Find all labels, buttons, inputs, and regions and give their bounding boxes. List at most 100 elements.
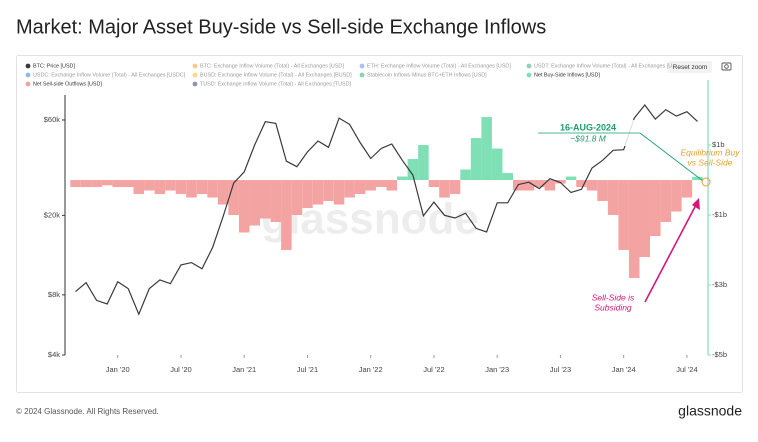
flow-bar <box>238 180 250 233</box>
flow-bar <box>460 169 471 181</box>
legend-label[interactable]: BTC: Exchange Inflow Volume (Total) - Al… <box>200 63 344 69</box>
legend-label[interactable]: ETH: Exchange Inflow Volume (Total) - Al… <box>367 63 511 69</box>
flow-bar <box>217 180 229 205</box>
legend-marker[interactable] <box>25 81 31 87</box>
annotation-value: ~$91.8 M <box>570 133 607 143</box>
flow-bar <box>112 180 123 188</box>
flow-bar <box>186 180 197 198</box>
annotation-subsiding: Sell-Side is <box>592 292 635 302</box>
flow-bar <box>586 180 598 191</box>
flow-bar <box>481 117 492 181</box>
flow-bar <box>639 180 651 258</box>
flow-bar <box>249 180 261 226</box>
legend-label[interactable]: Stablecoin Inflows Minus BTC+ETH Inflows… <box>367 72 487 78</box>
flow-bar <box>165 180 176 191</box>
annotation-leader <box>639 132 704 182</box>
legend-label[interactable]: USDT: Exchange Inflow Volume (Total) - A… <box>534 63 677 69</box>
legend-marker[interactable] <box>359 63 365 69</box>
flow-bar <box>228 180 239 216</box>
flow-bar <box>534 180 545 188</box>
flow-bar <box>354 180 366 195</box>
flow-bar <box>386 180 398 191</box>
flow-bar <box>681 180 693 198</box>
flow-bar <box>576 180 587 188</box>
flow-bar <box>565 176 577 181</box>
legend-marker[interactable] <box>192 72 198 78</box>
flow-bar <box>449 180 461 195</box>
x-tick-label: Jul '20 <box>170 365 191 374</box>
flow-bar <box>375 180 387 188</box>
flow-bar <box>555 180 566 184</box>
flow-bar <box>70 180 81 188</box>
flow-bar <box>597 180 608 202</box>
reset-zoom-button[interactable] <box>668 61 712 73</box>
legend-label[interactable]: Net Buy-Side Inflows [USD] <box>534 72 600 78</box>
reset-zoom-label[interactable]: Reset zoom <box>673 64 708 71</box>
x-tick-label: Jul '21 <box>297 365 318 374</box>
flow-bar <box>196 180 208 195</box>
chart-title: Market: Major Asset Buy-side vs Sell-sid… <box>16 16 546 38</box>
legend-marker[interactable] <box>359 72 365 78</box>
flow-bar <box>91 180 102 188</box>
y2-tick-label: $1b <box>712 140 725 149</box>
flow-bar <box>407 159 419 181</box>
x-tick-label: Jan '20 <box>106 365 130 374</box>
legend-marker[interactable] <box>25 72 31 78</box>
flow-bar <box>312 180 324 205</box>
flow-bar <box>122 180 134 188</box>
flow-bar <box>270 180 282 223</box>
legend-marker[interactable] <box>192 63 198 69</box>
flow-bar <box>133 180 145 195</box>
flow-bar <box>154 180 166 195</box>
legend-label[interactable]: TUSD: Exchange Inflow Volume (Total) - A… <box>200 81 351 87</box>
flow-bar <box>291 180 303 216</box>
legend-label[interactable]: BTC: Price [USD] <box>33 63 75 69</box>
x-tick-label: Jan '23 <box>485 365 509 374</box>
legend-marker[interactable] <box>526 72 532 78</box>
x-tick-label: Jul '22 <box>423 365 444 374</box>
price-line <box>75 104 698 316</box>
annotation-arrowhead <box>692 198 700 210</box>
flow-bar <box>281 180 292 251</box>
legend-label[interactable]: Net Sell-side Outflows [USD] <box>33 81 102 87</box>
flow-bar <box>418 145 429 181</box>
x-tick-label: Jul '23 <box>550 365 571 374</box>
chart-frame <box>16 55 743 393</box>
copyright: © 2024 Glassnode. All Rights Reserved. <box>16 407 159 416</box>
legend-label[interactable]: BUSD: Exchange Inflow Volume (Total) - A… <box>200 72 352 78</box>
y-tick-label: $20k <box>44 210 61 219</box>
logo: glassnode <box>678 403 742 419</box>
flow-bar <box>323 180 334 202</box>
flow-bar <box>101 180 113 186</box>
flow-bar <box>428 180 440 188</box>
y-tick-label: $8k <box>48 290 60 299</box>
flow-bar <box>671 180 682 212</box>
x-tick-label: Jul '24 <box>676 365 697 374</box>
annotation-date: 16-AUG-2024 <box>560 122 616 132</box>
legend-marker[interactable] <box>25 63 31 69</box>
flow-bar <box>491 148 503 181</box>
flow-bar <box>439 180 450 198</box>
y-tick-label: $60k <box>44 115 61 124</box>
flow-bar <box>544 180 556 191</box>
flow-bar <box>333 180 345 205</box>
flow-bar <box>260 180 271 219</box>
y2-tick-label: -$5b <box>712 350 727 359</box>
flow-bar <box>692 176 703 181</box>
annotation-arrow <box>644 202 698 303</box>
legend-label[interactable]: USDC: Exchange Inflow Volume (Total) - A… <box>33 72 186 78</box>
flow-bar <box>660 180 672 223</box>
flow-bar <box>650 180 661 237</box>
flow-bar <box>175 180 187 195</box>
legend-marker[interactable] <box>192 81 198 87</box>
flow-bar <box>470 138 482 181</box>
camera-icon[interactable] <box>721 62 732 71</box>
equilibrium-marker <box>701 177 711 187</box>
flow-bar <box>628 180 640 279</box>
flow-bar <box>618 180 629 251</box>
annotation-equilibrium: vs Sell-Side <box>688 157 733 167</box>
legend-marker[interactable] <box>526 63 532 69</box>
flow-bar <box>365 180 376 191</box>
flow-bar <box>502 173 513 181</box>
